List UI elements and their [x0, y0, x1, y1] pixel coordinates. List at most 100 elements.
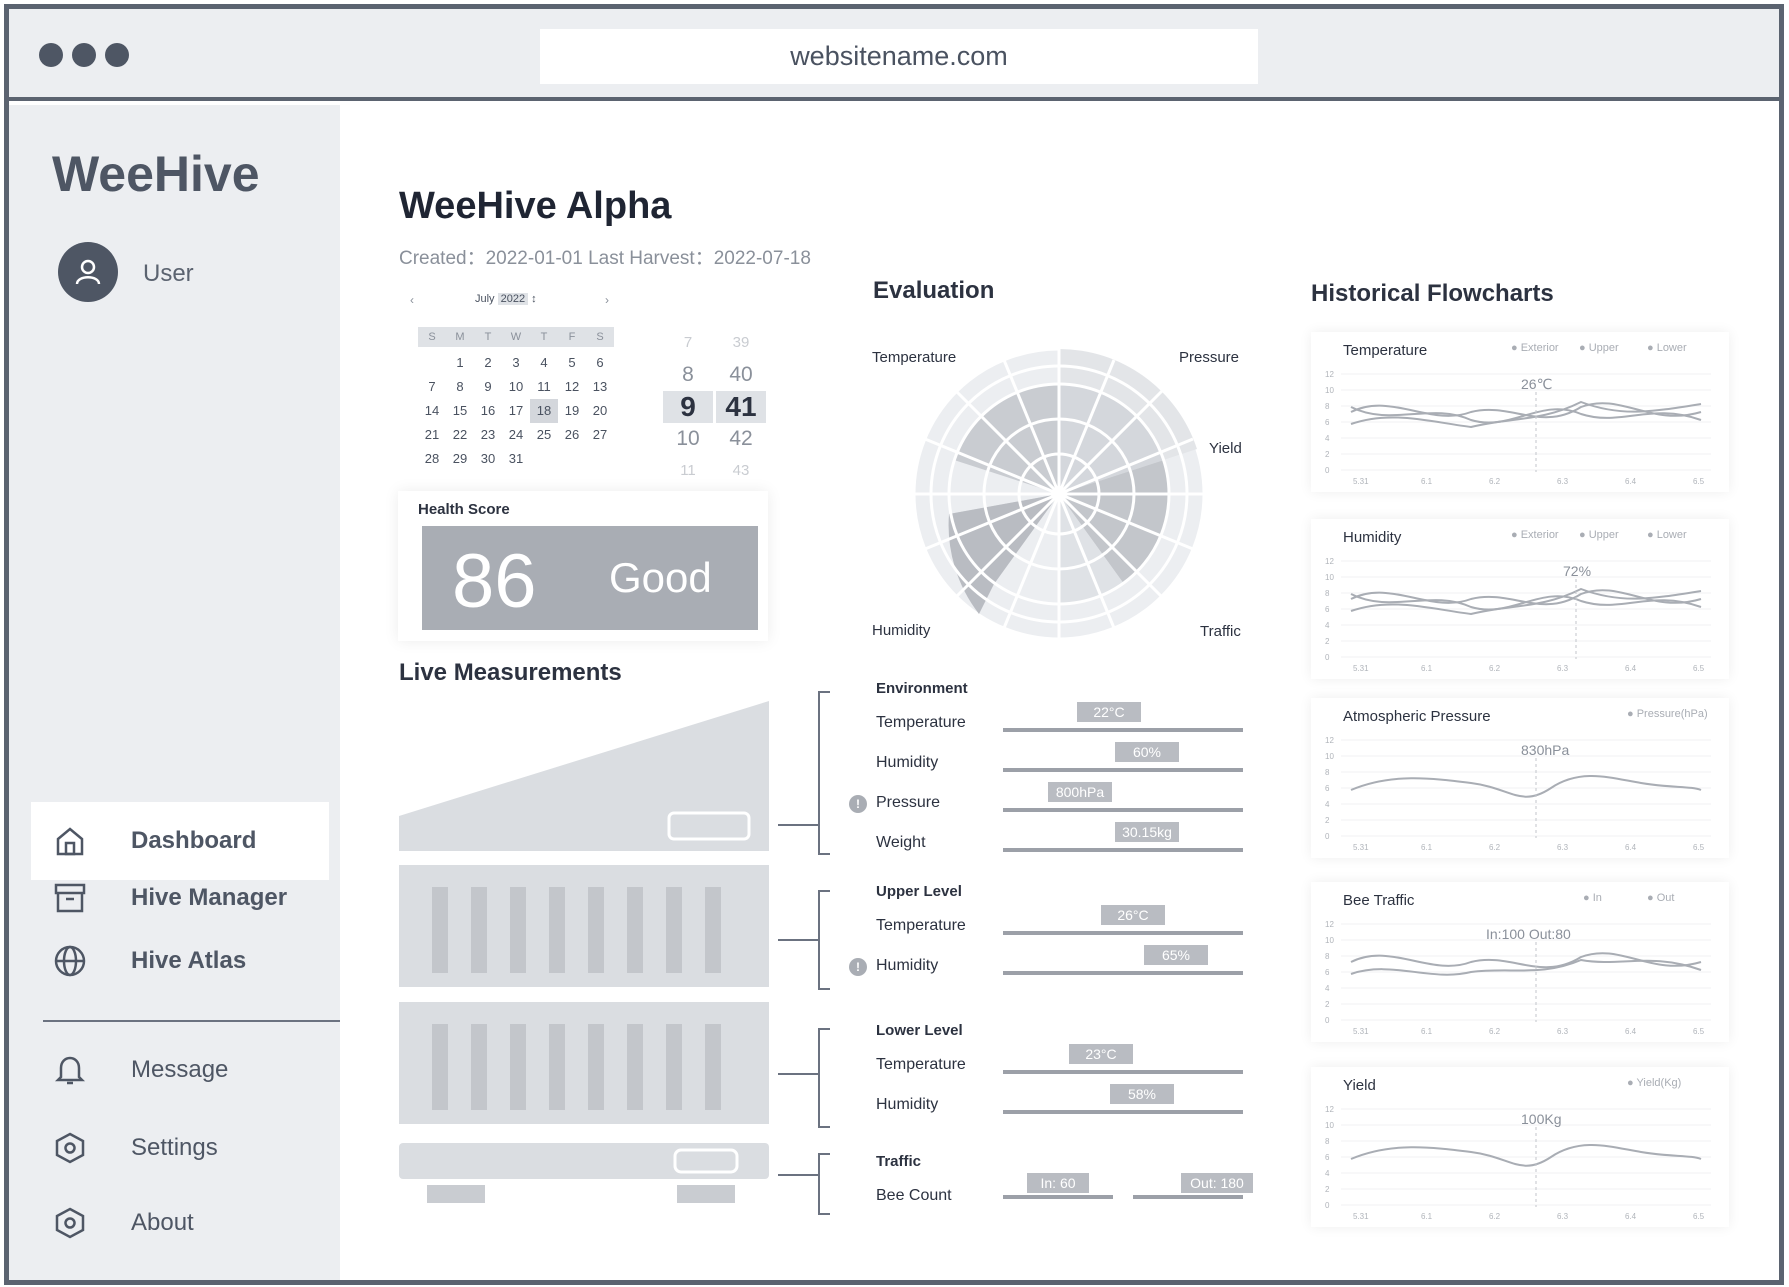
calendar-day[interactable]: 4: [540, 355, 548, 370]
measurement-value-tag: 22°C: [1077, 702, 1141, 722]
y-tick-label: 4: [1325, 1169, 1330, 1178]
warning-icon[interactable]: !: [849, 958, 867, 976]
calendar-day[interactable]: 25: [536, 427, 552, 442]
year-stepper-icon[interactable]: ↕: [531, 293, 537, 305]
calendar-day[interactable]: 19: [564, 403, 580, 418]
history-chart-card[interactable]: Temperature ● Exterior ● Upper ● Lower 12 10 8…: [1311, 332, 1729, 492]
calendar-day[interactable]: 24: [508, 427, 524, 442]
calendar-day[interactable]: 2: [484, 355, 492, 370]
calendar-day[interactable]: 29: [452, 451, 468, 466]
bracket-stem: [778, 824, 818, 826]
live-measurements-title: Live Measurements: [399, 659, 622, 686]
chart-annotation: 26℃: [1521, 376, 1553, 392]
y-tick-label: 0: [1325, 832, 1330, 841]
measurement-value-tag: 30.15kg: [1115, 822, 1179, 842]
window-dot[interactable]: [72, 43, 96, 67]
calendar-day[interactable]: 14: [424, 403, 440, 418]
time-option[interactable]: 42: [729, 427, 753, 450]
y-tick-label: 8: [1325, 1137, 1330, 1146]
calendar-day[interactable]: 7: [428, 379, 436, 394]
calendar-day[interactable]: 3: [512, 355, 520, 370]
calendar-day[interactable]: 11: [537, 379, 551, 394]
calendar-day: [418, 351, 446, 375]
calendar-day[interactable]: 20: [592, 403, 608, 418]
time-option[interactable]: 10: [676, 427, 700, 450]
chart-annotation: In:100 Out:80: [1486, 926, 1571, 942]
calendar-day[interactable]: 28: [424, 451, 440, 466]
calendar-day[interactable]: 22: [452, 427, 468, 442]
time-option[interactable]: 9: [663, 391, 713, 423]
health-score-box: 86 Good: [422, 526, 758, 630]
calendar-day[interactable]: 13: [592, 379, 608, 394]
calendar-day[interactable]: 17: [508, 403, 524, 418]
x-tick-label: 6.4: [1625, 477, 1637, 486]
evaluation-title: Evaluation: [873, 277, 995, 304]
time-option[interactable]: 41: [716, 391, 766, 423]
history-chart-card[interactable]: Humidity ● Exterior ● Upper ● Lower 12 10 8 6 4 2…: [1311, 519, 1729, 679]
traffic-out-tag: Out: 180: [1181, 1173, 1253, 1193]
window-dot[interactable]: [105, 43, 129, 67]
calendar-day[interactable]: 15: [452, 403, 468, 418]
calendar-day[interactable]: 18: [530, 399, 558, 423]
calendar-day[interactable]: 31: [508, 451, 524, 466]
calendar-grid: S M T W T F S: [418, 327, 614, 347]
measurement-label: Temperature: [876, 714, 966, 731]
history-chart-card[interactable]: Yield ● Yield(Kg) 12 10 8 6 4 2 0 5.31 6.1 6.2 6.3 6.…: [1311, 1067, 1729, 1227]
time-option[interactable]: 7: [683, 334, 693, 351]
nav-about[interactable]: About: [31, 1184, 329, 1262]
history-chart-title: Temperature: [1343, 342, 1428, 359]
calendar-day[interactable]: 6: [596, 355, 604, 370]
calendar-day[interactable]: 5: [568, 355, 576, 370]
hour-picker[interactable]: 7 8 9 10 11: [663, 327, 713, 487]
y-tick-label: 4: [1325, 984, 1330, 993]
hexagon-info-icon: [53, 1206, 87, 1240]
time-option[interactable]: 8: [682, 363, 694, 386]
calendar-day[interactable]: 9: [484, 379, 492, 394]
series-line: [1350, 400, 1702, 429]
nav-message[interactable]: Message: [31, 1031, 329, 1109]
calendar-day[interactable]: 21: [424, 427, 440, 442]
user-avatar-icon[interactable]: [58, 242, 118, 302]
time-option[interactable]: 43: [732, 462, 750, 479]
calendar-day[interactable]: 16: [480, 403, 496, 418]
historical-title: Historical Flowcharts: [1311, 280, 1554, 307]
legend-item: ● In: [1583, 892, 1602, 904]
warning-icon[interactable]: !: [849, 795, 867, 813]
radar-axis-label: Yield: [1209, 440, 1242, 457]
archive-icon: [53, 881, 87, 915]
next-month-button[interactable]: ›: [605, 293, 609, 307]
history-chart-card[interactable]: Atmospheric Pressure ● Pressure(hPa) 12 10 8…: [1311, 698, 1729, 858]
y-tick-label: 4: [1325, 434, 1330, 443]
legend-item: ● Lower: [1647, 342, 1687, 354]
radar-axis-label: Humidity: [872, 622, 931, 639]
calendar-day[interactable]: 10: [508, 379, 524, 394]
user-name[interactable]: User: [143, 260, 194, 287]
window-dot[interactable]: [39, 43, 63, 67]
nav-dashboard[interactable]: Dashboard: [31, 802, 329, 880]
nav-settings[interactable]: Settings: [31, 1109, 329, 1187]
radar-axis-label: Temperature: [872, 349, 957, 366]
calendar-day[interactable]: 8: [456, 379, 464, 394]
calendar-day[interactable]: 1: [456, 355, 464, 370]
calendar-day[interactable]: 27: [592, 427, 608, 442]
x-tick-label: 6.4: [1625, 1027, 1637, 1036]
calendar-year[interactable]: 2022: [497, 293, 529, 305]
calendar-day[interactable]: 23: [480, 427, 496, 442]
time-option[interactable]: 39: [732, 334, 750, 351]
prev-month-button[interactable]: ‹: [410, 293, 414, 307]
x-tick-label: 6.3: [1557, 477, 1569, 486]
x-tick-label: 6.5: [1693, 843, 1705, 852]
y-tick-label: 2: [1325, 816, 1330, 825]
nav-hive-atlas[interactable]: Hive Atlas: [31, 922, 329, 1000]
calendar-day: [558, 447, 586, 471]
time-option[interactable]: 40: [729, 363, 753, 386]
nav-hive-manager[interactable]: Hive Manager: [31, 859, 329, 937]
calendar-day[interactable]: 26: [564, 427, 580, 442]
history-chart-card[interactable]: Bee Traffic ● In ● Out 12 10 8 6 4 2 0 5.31 6.1 6.2 6…: [1311, 882, 1729, 1042]
calendar-day[interactable]: 30: [480, 451, 496, 466]
address-bar[interactable]: websitename.com: [540, 29, 1258, 84]
calendar-day[interactable]: 12: [564, 379, 580, 394]
minute-picker[interactable]: 39 40 41 42 43: [716, 327, 766, 487]
y-tick-label: 8: [1325, 952, 1330, 961]
time-option[interactable]: 11: [680, 462, 696, 479]
